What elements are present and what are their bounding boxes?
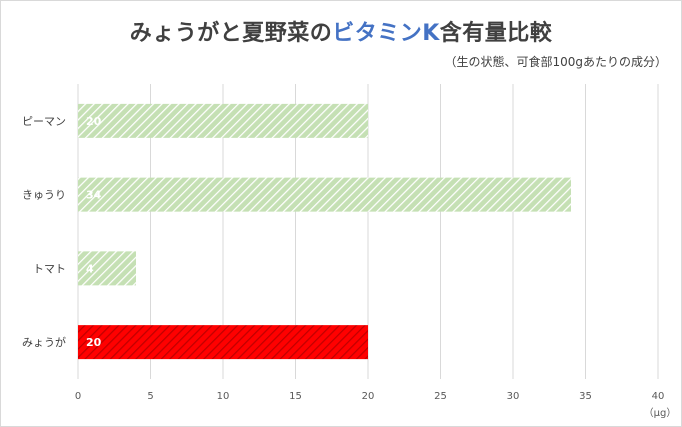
x-tick-label-15: 15 [289,391,302,402]
bar-0 [78,103,368,138]
x-tick-label-30: 30 [507,391,520,402]
bar-2 [78,251,136,286]
chart-subtitle: （生の状態、可食部100gあたりの成分） [444,55,667,69]
bar-3 [78,325,368,360]
labels: 0 5 10 15 20 25 30 35 40 （μg） ピーマン 20 きゅうり 34 トマト 4 みょうが… [22,115,676,419]
data-label-2: 4 [86,262,94,275]
x-tick-label-20: 20 [362,391,375,402]
x-tick-label-0: 0 [75,391,81,402]
title-part1: みょうがと夏野菜の [129,21,333,46]
category-label-0: ピーマン [22,115,66,128]
x-tick-label-10: 10 [217,391,230,402]
x-tick-label-25: 25 [434,391,447,402]
data-label-1: 34 [86,189,102,202]
category-label-1: きゅうり [22,189,66,202]
data-label-3: 20 [86,336,102,349]
bar-1 [78,177,571,212]
data-label-0: 20 [86,115,102,128]
title-highlight: ビタミンK [332,21,440,46]
category-label-2: トマト [33,262,66,275]
chart-title: みょうがと夏野菜のビタミンK含有量比較 [1,15,681,47]
x-unit-label: （μg） [644,407,677,419]
x-tick-label-5: 5 [147,391,153,402]
x-tick-label-35: 35 [579,391,592,402]
title-part2: 含有量比較 [439,21,553,46]
bars [78,103,571,360]
x-tick-label-40: 40 [652,391,665,402]
category-label-3: みょうが [22,335,66,349]
